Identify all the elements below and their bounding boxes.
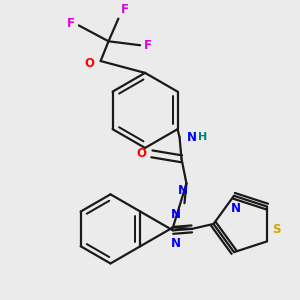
- Text: N: N: [171, 237, 181, 250]
- Text: N: N: [178, 184, 188, 197]
- Text: F: F: [120, 3, 128, 16]
- Text: N: N: [171, 208, 181, 220]
- Text: F: F: [67, 17, 75, 30]
- Text: O: O: [85, 58, 95, 70]
- Text: F: F: [144, 39, 152, 52]
- Text: N: N: [231, 202, 241, 215]
- Text: O: O: [136, 147, 146, 161]
- Text: N: N: [186, 130, 197, 144]
- Text: H: H: [198, 132, 208, 142]
- Text: S: S: [272, 224, 281, 236]
